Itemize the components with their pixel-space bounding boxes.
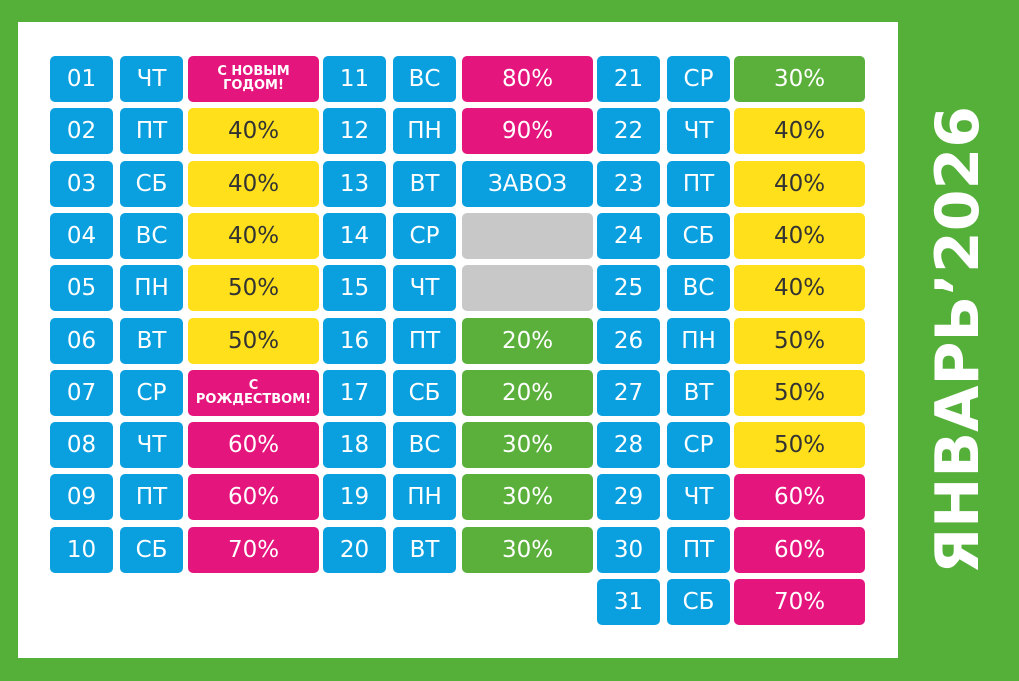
- weekday-cell: ПН: [120, 265, 183, 312]
- day-cell: 21: [597, 56, 660, 102]
- weekday-cell: ЧТ: [120, 56, 183, 102]
- label-cell: 70%: [734, 579, 865, 625]
- weekday-cell: ПТ: [120, 108, 183, 155]
- weekday-cell: ПТ: [667, 526, 730, 573]
- weekday-cell: ПН: [393, 108, 456, 155]
- weekday-cell: ВТ: [393, 160, 456, 207]
- day-cell: 02: [50, 108, 113, 155]
- weekday-cell: СР: [120, 369, 183, 416]
- label-cell: 20%: [462, 317, 593, 364]
- weekday-cell: СБ: [667, 579, 730, 625]
- weekday-cell: ПТ: [393, 317, 456, 364]
- label-cell: 30%: [462, 526, 593, 573]
- title: ЯНВАРЬ’2026: [923, 105, 993, 575]
- label-cell: 60%: [188, 474, 319, 521]
- label-cell: 50%: [188, 317, 319, 364]
- label-cell: С НОВЫМ ГОДОМ!: [188, 56, 319, 102]
- day-cell: 11: [323, 56, 386, 102]
- weekday-cell: ВС: [667, 265, 730, 312]
- weekday-cell: ВС: [120, 212, 183, 259]
- label-cell: 40%: [734, 108, 865, 155]
- label-cell: 60%: [734, 474, 865, 521]
- weekday-cell: ЧТ: [667, 474, 730, 521]
- weekday-cell: СР: [667, 56, 730, 102]
- weekday-cell: СБ: [393, 369, 456, 416]
- label-cell: 50%: [734, 317, 865, 364]
- day-cell: 17: [323, 369, 386, 416]
- weekday-cell: ВТ: [667, 369, 730, 416]
- label-cell: 70%: [188, 526, 319, 573]
- weekday-cell: ВТ: [393, 526, 456, 573]
- day-cell: 08: [50, 422, 113, 469]
- day-cell: 06: [50, 317, 113, 364]
- day-cell: 15: [323, 265, 386, 312]
- day-cell: 05: [50, 265, 113, 312]
- day-cell: 19: [323, 474, 386, 521]
- label-cell: 60%: [188, 422, 319, 469]
- day-cell: 25: [597, 265, 660, 312]
- day-cell: 07: [50, 369, 113, 416]
- label-cell: 50%: [188, 265, 319, 312]
- label-cell: 60%: [734, 526, 865, 573]
- weekday-cell: ПТ: [667, 160, 730, 207]
- label-cell: 40%: [734, 160, 865, 207]
- label-cell: 40%: [188, 212, 319, 259]
- weekday-cell: СР: [393, 212, 456, 259]
- label-cell: 40%: [188, 160, 319, 207]
- weekday-cell: ЧТ: [120, 422, 183, 469]
- label-cell: ЗАВОЗ: [462, 160, 593, 207]
- label-cell: 80%: [462, 56, 593, 102]
- day-cell: 13: [323, 160, 386, 207]
- weekday-cell: ЧТ: [393, 265, 456, 312]
- weekday-cell: ЧТ: [667, 108, 730, 155]
- day-cell: 27: [597, 369, 660, 416]
- label-cell: С РОЖДЕСТВОМ!: [188, 369, 319, 416]
- day-cell: 01: [50, 56, 113, 102]
- day-cell: 18: [323, 422, 386, 469]
- day-cell: 10: [50, 526, 113, 573]
- day-cell: 16: [323, 317, 386, 364]
- weekday-cell: СР: [667, 422, 730, 469]
- label-cell: 30%: [462, 422, 593, 469]
- weekday-cell: ВТ: [120, 317, 183, 364]
- weekday-cell: ПН: [667, 317, 730, 364]
- day-cell: 12: [323, 108, 386, 155]
- day-cell: 28: [597, 422, 660, 469]
- day-cell: 20: [323, 526, 386, 573]
- day-cell: 22: [597, 108, 660, 155]
- label-cell: [462, 212, 593, 259]
- label-cell: [462, 265, 593, 312]
- label-cell: 90%: [462, 108, 593, 155]
- weekday-cell: СБ: [667, 212, 730, 259]
- label-cell: 40%: [734, 212, 865, 259]
- day-cell: 29: [597, 474, 660, 521]
- weekday-cell: СБ: [120, 160, 183, 207]
- label-cell: 30%: [462, 474, 593, 521]
- day-cell: 04: [50, 212, 113, 259]
- label-cell: 50%: [734, 422, 865, 469]
- label-cell: 40%: [188, 108, 319, 155]
- label-cell: 50%: [734, 369, 865, 416]
- day-cell: 03: [50, 160, 113, 207]
- label-cell: 20%: [462, 369, 593, 416]
- day-cell: 30: [597, 526, 660, 573]
- day-cell: 26: [597, 317, 660, 364]
- label-cell: 30%: [734, 56, 865, 102]
- weekday-cell: ПТ: [120, 474, 183, 521]
- weekday-cell: ВС: [393, 422, 456, 469]
- day-cell: 14: [323, 212, 386, 259]
- weekday-cell: СБ: [120, 526, 183, 573]
- day-cell: 09: [50, 474, 113, 521]
- day-cell: 24: [597, 212, 660, 259]
- day-cell: 31: [597, 579, 660, 625]
- weekday-cell: ПН: [393, 474, 456, 521]
- label-cell: 40%: [734, 265, 865, 312]
- weekday-cell: ВС: [393, 56, 456, 102]
- day-cell: 23: [597, 160, 660, 207]
